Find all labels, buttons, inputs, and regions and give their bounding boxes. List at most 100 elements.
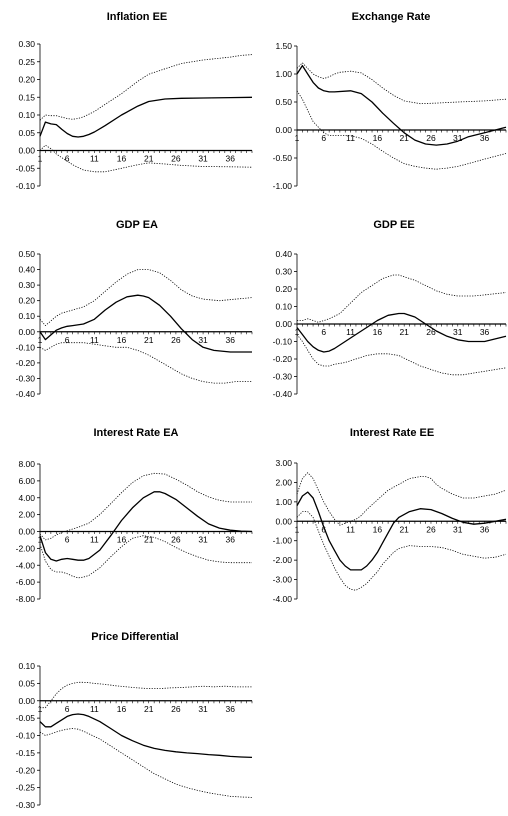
chart-3-y-tick-label: 0.40 bbox=[18, 265, 35, 275]
chart-4-confidence-band-2 bbox=[296, 334, 507, 376]
chart-6-y-tick-label: 0.00 bbox=[275, 516, 292, 526]
chart-2-x-tick-label: 1 bbox=[295, 133, 300, 143]
chart-6-y-tick-label: -1.00 bbox=[273, 536, 293, 546]
chart-4-y-tick-label: 0.30 bbox=[275, 267, 292, 277]
chart-7-y-tick-label: -0.10 bbox=[16, 731, 36, 741]
chart-5-y-tick-label: -8.00 bbox=[16, 594, 36, 604]
chart-1-x-tick-label: 31 bbox=[198, 154, 208, 164]
chart-1-y-tick-label: -0.10 bbox=[16, 181, 36, 191]
chart-1-y-tick-label: 0.20 bbox=[18, 75, 35, 85]
chart-7-y-tick-label: 0.05 bbox=[18, 678, 35, 688]
chart-2-y-tick-label: 1.00 bbox=[275, 69, 292, 79]
chart-1-y-tick-label: 0.30 bbox=[18, 39, 35, 49]
chart-3-y-tick-label: 0.20 bbox=[18, 296, 35, 306]
chart-1-confidence-band-2 bbox=[39, 144, 253, 173]
chart-5-y-tick-label: -6.00 bbox=[16, 577, 36, 587]
chart-7-y-tick-label: -0.30 bbox=[16, 800, 36, 810]
chart-3-y-tick-label: 0.10 bbox=[18, 311, 35, 321]
chart-2-x-tick-label: 31 bbox=[453, 133, 463, 143]
chart-7-x-tick-label: 31 bbox=[198, 704, 208, 714]
chart-6-title: Interest Rate EE bbox=[350, 427, 434, 439]
chart-4-x-tick-label: 26 bbox=[426, 327, 436, 337]
chart-2-y-tick-label: -0.50 bbox=[273, 153, 293, 163]
chart-2-x-tick-label: 36 bbox=[480, 133, 490, 143]
chart-3-x-tick-label: 36 bbox=[226, 335, 236, 345]
chart-4-x-tick-label: 36 bbox=[480, 327, 490, 337]
chart-3-title: GDP EA bbox=[116, 219, 158, 231]
chart-4-x-tick-label: 1 bbox=[295, 327, 300, 337]
chart-1-y-tick-label: -0.05 bbox=[16, 163, 36, 173]
chart-1-confidence-band-1 bbox=[39, 54, 253, 121]
chart-1-title: Inflation EE bbox=[107, 11, 168, 23]
chart-7-x-tick-label: 1 bbox=[38, 704, 43, 714]
chart-5-y-tick-label: 0.00 bbox=[18, 527, 35, 537]
chart-5-y-tick-label: 6.00 bbox=[18, 476, 35, 486]
chart-4-y-tick-label: -0.40 bbox=[273, 389, 293, 399]
chart-4-y-tick-label: 0.40 bbox=[275, 249, 292, 259]
chart-5-x-tick-label: 31 bbox=[198, 535, 208, 545]
chart-1-y-tick-label: 0.10 bbox=[18, 110, 35, 120]
chart-3-confidence-band-1 bbox=[39, 269, 253, 327]
chart-1-y-tick-label: 0.25 bbox=[18, 57, 35, 67]
chart-1-x-tick-label: 6 bbox=[65, 154, 70, 164]
chart-7-y-tick-label: 0.00 bbox=[18, 696, 35, 706]
chart-3-response-line bbox=[39, 294, 252, 353]
chart-1-y-tick-label: 0.05 bbox=[18, 128, 35, 138]
chart-7-y-tick-label: 0.10 bbox=[18, 661, 35, 671]
chart-4-x-tick-label: 21 bbox=[399, 327, 409, 337]
chart-3-y-tick-label: 0.30 bbox=[18, 280, 35, 290]
chart-1-y-tick-label: 0.00 bbox=[18, 146, 35, 156]
chart-6-confidence-band-1 bbox=[296, 472, 507, 526]
chart-3-confidence-band-2 bbox=[39, 342, 252, 384]
chart-6-response-line bbox=[296, 491, 507, 571]
chart-1-y-tick-label: 0.15 bbox=[18, 92, 35, 102]
chart-6-y-tick-label: -2.00 bbox=[273, 555, 293, 565]
chart-3-y-tick-label: -0.20 bbox=[16, 358, 36, 368]
chart-6-x-tick-label: 36 bbox=[480, 524, 490, 534]
chart-2-y-tick-label: 0.50 bbox=[275, 97, 292, 107]
chart-4-confidence-band-1 bbox=[297, 274, 507, 323]
chart-2-x-tick-label: 26 bbox=[426, 133, 436, 143]
chart-7-response-line bbox=[39, 713, 253, 759]
chart-7-y-tick-label: -0.05 bbox=[16, 713, 36, 723]
chart-7-x-tick-label: 36 bbox=[226, 704, 236, 714]
chart-6-y-tick-label: -3.00 bbox=[273, 575, 293, 585]
chart-5-x-tick-label: 1 bbox=[38, 535, 43, 545]
chart-5-y-tick-label: 4.00 bbox=[18, 493, 35, 503]
chart-3-y-tick-label: -0.30 bbox=[16, 373, 36, 383]
chart-7-title: Price Differential bbox=[91, 631, 178, 643]
chart-4-y-tick-label: -0.30 bbox=[273, 372, 293, 382]
chart-2-confidence-band-2 bbox=[296, 90, 507, 170]
chart-1-response-line bbox=[39, 96, 253, 138]
chart-5-x-tick-label: 6 bbox=[65, 535, 70, 545]
chart-2-confidence-band-1 bbox=[296, 62, 507, 105]
chart-4-title: GDP EE bbox=[373, 219, 414, 231]
chart-5-x-tick-label: 26 bbox=[171, 535, 181, 545]
chart-4-y-tick-label: 0.20 bbox=[275, 284, 292, 294]
chart-5-x-tick-label: 21 bbox=[144, 535, 154, 545]
chart-3-x-tick-label: 31 bbox=[198, 335, 208, 345]
chart-1-x-tick-label: 1 bbox=[38, 154, 43, 164]
chart-4-y-tick-label: 0.00 bbox=[275, 319, 292, 329]
chart-3-y-tick-label: 0.00 bbox=[18, 327, 35, 337]
chart-4-response-line bbox=[296, 312, 507, 353]
chart-6-x-tick-label: 31 bbox=[453, 524, 463, 534]
chart-5-y-tick-label: 2.00 bbox=[18, 510, 35, 520]
chart-5-x-tick-label: 11 bbox=[90, 535, 99, 545]
chart-4-x-tick-label: 6 bbox=[321, 327, 326, 337]
chart-4-y-tick-label: -0.20 bbox=[273, 354, 293, 364]
chart-6-y-tick-label: -4.00 bbox=[273, 594, 293, 604]
chart-7-y-tick-label: -0.20 bbox=[16, 765, 36, 775]
chart-5-response-line bbox=[39, 491, 253, 562]
chart-7-confidence-band-1 bbox=[40, 681, 252, 709]
chart-3-y-tick-label: -0.40 bbox=[16, 389, 36, 399]
chart-7-x-tick-label: 6 bbox=[65, 704, 70, 714]
chart-1-x-tick-label: 16 bbox=[117, 154, 127, 164]
chart-7-y-tick-label: -0.15 bbox=[16, 748, 36, 758]
chart-7-x-tick-label: 26 bbox=[171, 704, 181, 714]
chart-3-y-tick-label: 0.50 bbox=[18, 249, 35, 259]
chart-1-x-tick-label: 21 bbox=[144, 154, 154, 164]
chart-7-x-tick-label: 16 bbox=[117, 704, 127, 714]
chart-6-x-tick-label: 1 bbox=[295, 524, 300, 534]
chart-2-x-tick-label: 6 bbox=[321, 133, 326, 143]
